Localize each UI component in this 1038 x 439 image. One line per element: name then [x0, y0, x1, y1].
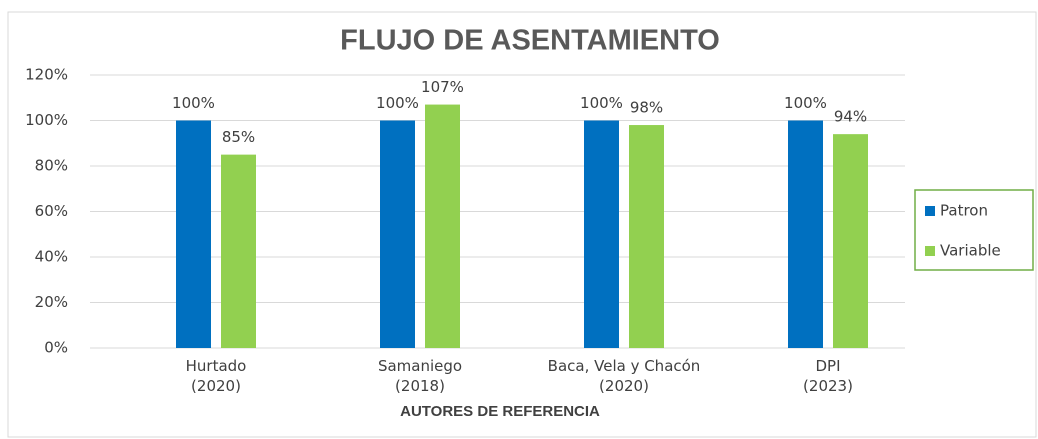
bar: [833, 134, 868, 348]
data-label: 98%: [630, 99, 663, 117]
legend-swatch: [925, 246, 935, 256]
x-axis-title: AUTORES DE REFERENCIA: [400, 403, 600, 420]
y-tick-label: 40%: [35, 248, 68, 266]
data-label: 107%: [421, 78, 464, 96]
x-tick-label: Samaniego (2018): [377, 357, 463, 395]
bar: [425, 104, 460, 348]
legend-swatch: [925, 206, 935, 216]
x-tick-label: Baca, Vela y Chacón (2020): [547, 357, 701, 395]
data-label: 85%: [222, 128, 255, 146]
bar: [788, 120, 823, 348]
x-tick-label: Hurtado (2020): [185, 357, 247, 395]
data-label: 100%: [580, 94, 623, 112]
y-tick-label: 60%: [35, 202, 68, 220]
y-tick-label: 0%: [44, 339, 68, 357]
bar: [380, 120, 415, 348]
y-tick-label: 100%: [25, 111, 68, 129]
y-tick-label: 20%: [35, 293, 68, 311]
legend-box: [914, 189, 1034, 271]
bar: [221, 154, 256, 348]
y-tick-label: 120%: [25, 66, 68, 84]
y-tick-label: 80%: [35, 157, 68, 175]
bar: [176, 120, 211, 348]
legend-label: Patron: [940, 202, 988, 220]
data-label: 100%: [172, 94, 215, 112]
data-label: 100%: [784, 94, 827, 112]
data-label: 94%: [834, 108, 867, 126]
bar: [629, 125, 664, 348]
chart-title: FLUJO DE ASENTAMIENTO: [340, 25, 720, 57]
x-tick-label: DPI (2023): [803, 357, 853, 395]
data-label: 100%: [376, 94, 419, 112]
bar: [584, 120, 619, 348]
legend-label: Variable: [940, 242, 1001, 260]
